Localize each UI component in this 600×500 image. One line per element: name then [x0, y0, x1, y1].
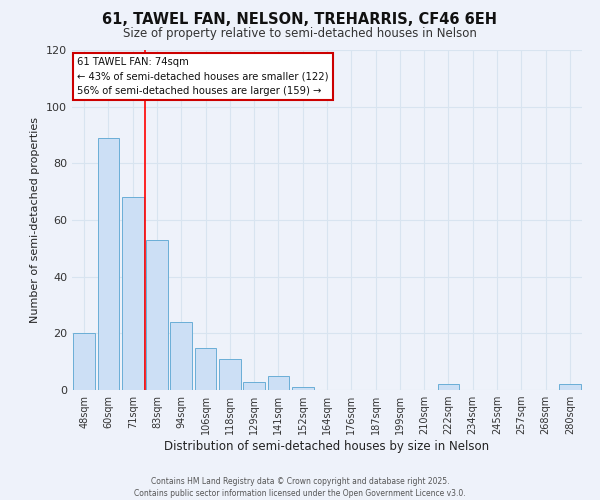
- Bar: [194, 348, 217, 390]
- Text: Contains HM Land Registry data © Crown copyright and database right 2025.
Contai: Contains HM Land Registry data © Crown c…: [134, 476, 466, 498]
- Y-axis label: Number of semi-detached properties: Number of semi-detached properties: [31, 117, 40, 323]
- Bar: [122, 198, 143, 390]
- Bar: [243, 382, 265, 390]
- Bar: [97, 138, 119, 390]
- Bar: [437, 384, 460, 390]
- Bar: [559, 384, 581, 390]
- Bar: [292, 387, 314, 390]
- Text: 61, TAWEL FAN, NELSON, TREHARRIS, CF46 6EH: 61, TAWEL FAN, NELSON, TREHARRIS, CF46 6…: [103, 12, 497, 28]
- Bar: [146, 240, 168, 390]
- Bar: [268, 376, 289, 390]
- Bar: [73, 334, 95, 390]
- Text: 61 TAWEL FAN: 74sqm
← 43% of semi-detached houses are smaller (122)
56% of semi-: 61 TAWEL FAN: 74sqm ← 43% of semi-detach…: [77, 57, 329, 96]
- Bar: [219, 359, 241, 390]
- Bar: [170, 322, 192, 390]
- Text: Size of property relative to semi-detached houses in Nelson: Size of property relative to semi-detach…: [123, 28, 477, 40]
- X-axis label: Distribution of semi-detached houses by size in Nelson: Distribution of semi-detached houses by …: [164, 440, 490, 453]
